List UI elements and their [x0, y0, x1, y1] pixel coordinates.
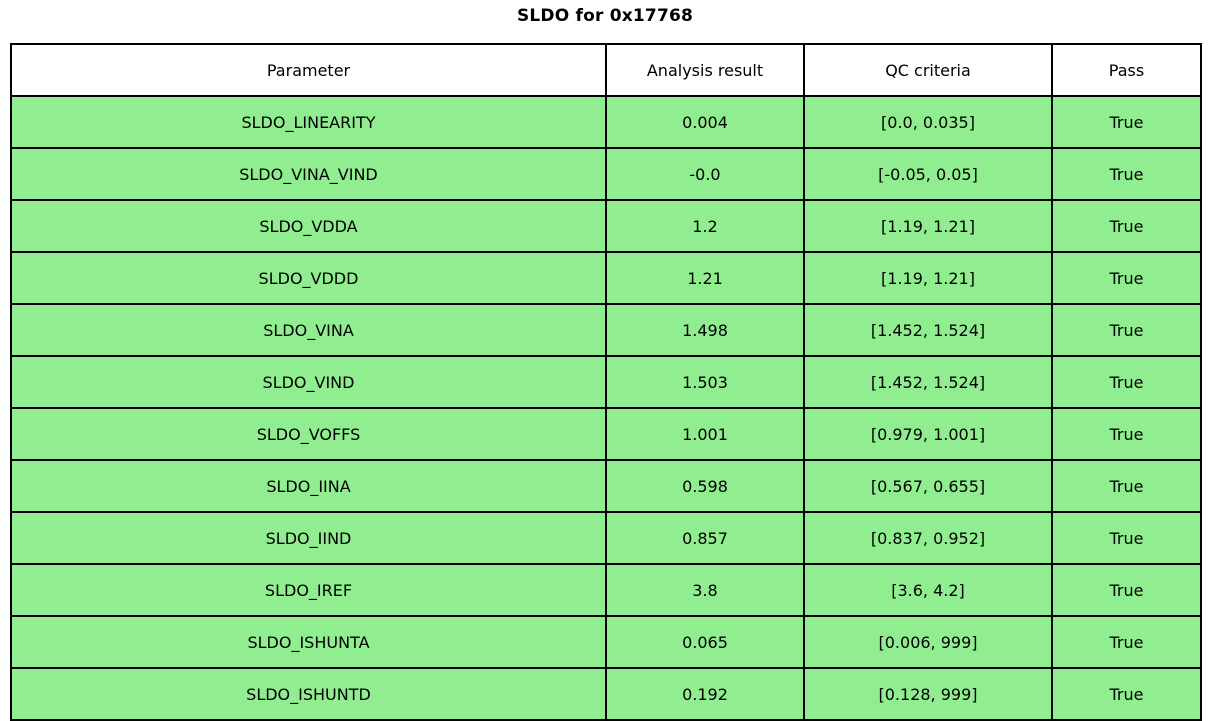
cell-result: 0.598 [605, 459, 805, 513]
cell-result: 0.192 [605, 667, 805, 721]
cell-parameter: SLDO_VINA [10, 303, 607, 357]
cell-result: 1.001 [605, 407, 805, 461]
cell-result: -0.0 [605, 147, 805, 201]
cell-parameter: SLDO_IREF [10, 563, 607, 617]
cell-pass: True [1051, 95, 1202, 149]
cell-criteria: [-0.05, 0.05] [803, 147, 1053, 201]
table-row: SLDO_IREF 3.8 [3.6, 4.2] True [10, 563, 1202, 617]
qc-report-figure: SLDO for 0x17768 Parameter Analysis resul… [10, 6, 1202, 721]
cell-parameter: SLDO_VIND [10, 355, 607, 409]
cell-criteria: [1.452, 1.524] [803, 303, 1053, 357]
cell-criteria: [0.128, 999] [803, 667, 1053, 721]
header-row: Parameter Analysis result QC criteria Pass [10, 43, 1202, 97]
cell-parameter: SLDO_VDDA [10, 199, 607, 253]
column-header: Pass [1051, 43, 1202, 97]
cell-criteria: [0.979, 1.001] [803, 407, 1053, 461]
cell-criteria: [1.452, 1.524] [803, 355, 1053, 409]
cell-parameter: SLDO_ISHUNTD [10, 667, 607, 721]
column-header: QC criteria [803, 43, 1053, 97]
cell-pass: True [1051, 199, 1202, 253]
cell-parameter: SLDO_LINEARITY [10, 95, 607, 149]
cell-result: 1.21 [605, 251, 805, 305]
cell-pass: True [1051, 511, 1202, 565]
table-row: SLDO_VINA_VIND -0.0 [-0.05, 0.05] True [10, 147, 1202, 201]
cell-parameter: SLDO_VDDD [10, 251, 607, 305]
cell-result: 1.503 [605, 355, 805, 409]
cell-pass: True [1051, 355, 1202, 409]
cell-criteria: [0.837, 0.952] [803, 511, 1053, 565]
table-body: SLDO_LINEARITY 0.004 [0.0, 0.035] True SLDO_… [10, 95, 1202, 721]
cell-pass: True [1051, 147, 1202, 201]
table-row: SLDO_LINEARITY 0.004 [0.0, 0.035] True [10, 95, 1202, 149]
cell-criteria: [1.19, 1.21] [803, 251, 1053, 305]
cell-criteria: [0.006, 999] [803, 615, 1053, 669]
table-row: SLDO_ISHUNTA 0.065 [0.006, 999] True [10, 615, 1202, 669]
cell-result: 1.2 [605, 199, 805, 253]
column-header: Analysis result [605, 43, 805, 97]
cell-pass: True [1051, 407, 1202, 461]
cell-result: 3.8 [605, 563, 805, 617]
table-row: SLDO_VDDD 1.21 [1.19, 1.21] True [10, 251, 1202, 305]
cell-parameter: SLDO_VOFFS [10, 407, 607, 461]
cell-pass: True [1051, 251, 1202, 305]
cell-criteria: [0.0, 0.035] [803, 95, 1053, 149]
cell-result: 1.498 [605, 303, 805, 357]
table-row: SLDO_VOFFS 1.001 [0.979, 1.001] True [10, 407, 1202, 461]
table-row: SLDO_VINA 1.498 [1.452, 1.524] True [10, 303, 1202, 357]
qc-results-table: Parameter Analysis result QC criteria Pass … [10, 43, 1202, 721]
cell-criteria: [3.6, 4.2] [803, 563, 1053, 617]
cell-parameter: SLDO_ISHUNTA [10, 615, 607, 669]
table-row: SLDO_VIND 1.503 [1.452, 1.524] True [10, 355, 1202, 409]
cell-parameter: SLDO_VINA_VIND [10, 147, 607, 201]
cell-parameter: SLDO_IINA [10, 459, 607, 513]
table-header: Parameter Analysis result QC criteria Pass [10, 43, 1202, 97]
cell-pass: True [1051, 563, 1202, 617]
cell-pass: True [1051, 459, 1202, 513]
cell-pass: True [1051, 303, 1202, 357]
cell-result: 0.065 [605, 615, 805, 669]
cell-criteria: [0.567, 0.655] [803, 459, 1053, 513]
cell-result: 0.004 [605, 95, 805, 149]
cell-pass: True [1051, 615, 1202, 669]
cell-criteria: [1.19, 1.21] [803, 199, 1053, 253]
figure-title: SLDO for 0x17768 [516, 6, 694, 26]
cell-result: 0.857 [605, 511, 805, 565]
table-row: SLDO_ISHUNTD 0.192 [0.128, 999] True [10, 667, 1202, 721]
cell-parameter: SLDO_IIND [10, 511, 607, 565]
column-header: Parameter [10, 43, 607, 97]
cell-pass: True [1051, 667, 1202, 721]
table-row: SLDO_IIND 0.857 [0.837, 0.952] True [10, 511, 1202, 565]
table-row: SLDO_IINA 0.598 [0.567, 0.655] True [10, 459, 1202, 513]
table-row: SLDO_VDDA 1.2 [1.19, 1.21] True [10, 199, 1202, 253]
